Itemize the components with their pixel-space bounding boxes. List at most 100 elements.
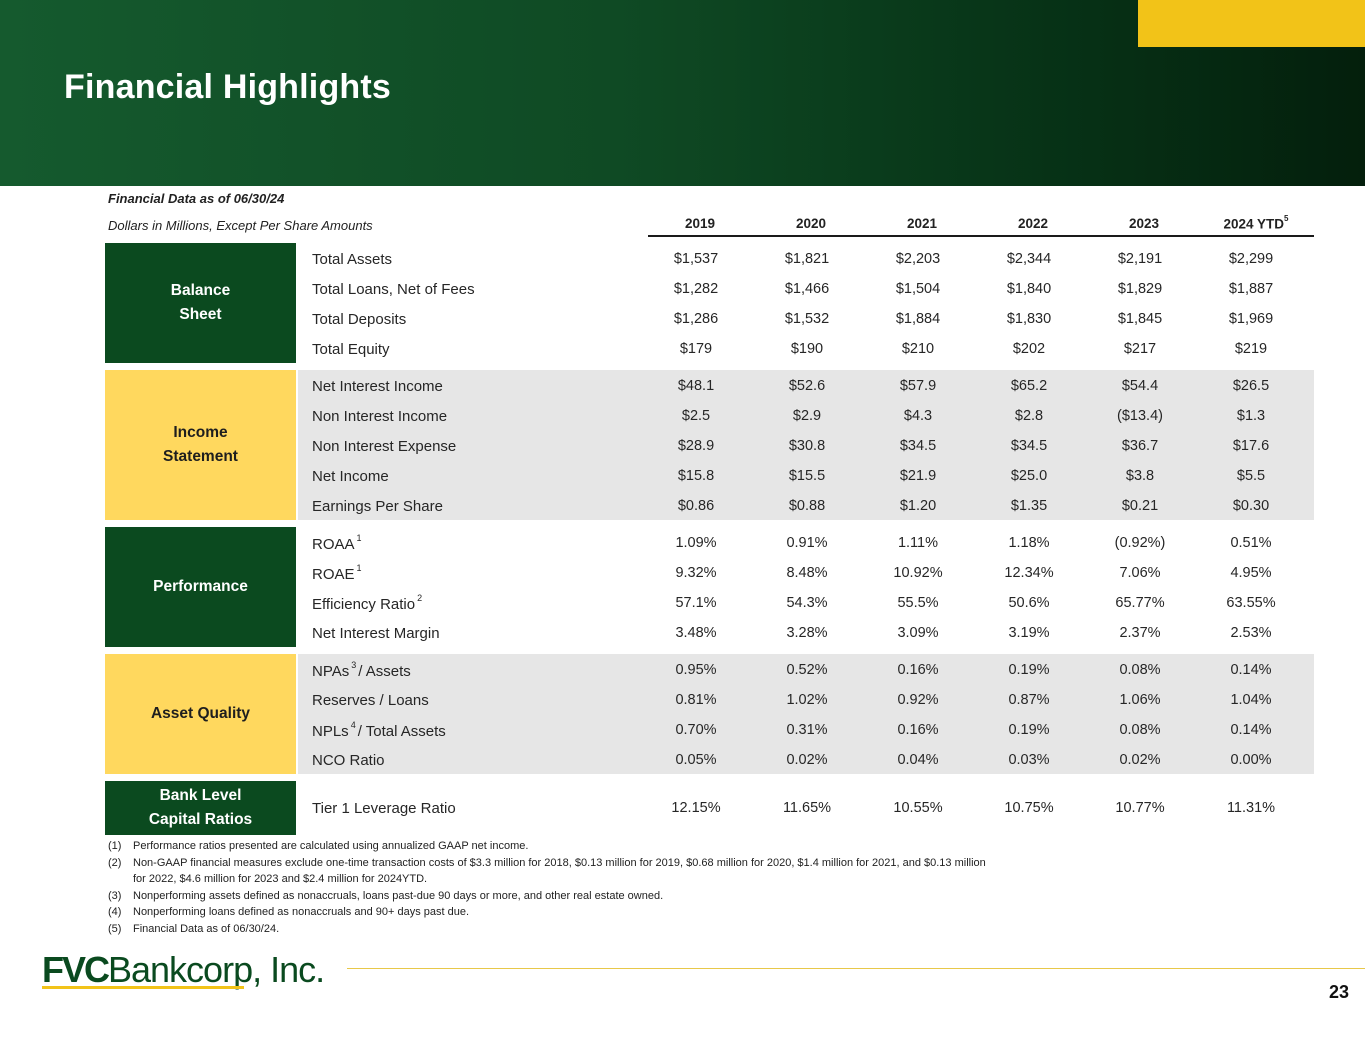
section-label-text: Bank Level Capital Ratios bbox=[149, 784, 252, 832]
value-cell: $25.0 bbox=[1010, 468, 1048, 484]
row-label: Total Assets bbox=[312, 251, 392, 268]
row-label: NPLs 4/ Total Assets bbox=[312, 720, 446, 740]
value-cell: $217 bbox=[1123, 341, 1157, 357]
footnote-marker: 2 bbox=[417, 593, 423, 603]
value-cell: 0.19% bbox=[1008, 722, 1050, 738]
value-cell: $179 bbox=[679, 341, 713, 357]
year-header: 2024 YTD5 bbox=[1211, 214, 1301, 232]
footnote-marker: 1 bbox=[356, 533, 362, 543]
value-cell: 63.55% bbox=[1226, 595, 1276, 611]
row-label-text: Total Deposits bbox=[312, 311, 407, 328]
value-cell: 50.6% bbox=[1008, 595, 1050, 611]
row-label-text: Non Interest Income bbox=[312, 408, 448, 425]
value-cell: 0.14% bbox=[1230, 722, 1272, 738]
value-cell: 4.95% bbox=[1230, 565, 1272, 581]
value-cell: $65.2 bbox=[1010, 378, 1048, 394]
section-label-line: Asset Quality bbox=[150, 705, 251, 722]
year-header: 2021 bbox=[877, 216, 967, 231]
row-label: Non Interest Income bbox=[312, 408, 447, 425]
section-band bbox=[298, 654, 1314, 774]
row-label: Efficiency Ratio 2 bbox=[312, 593, 424, 613]
value-cell: 0.16% bbox=[897, 722, 939, 738]
value-cell: $0.30 bbox=[1232, 498, 1270, 514]
footnote: (3) Nonperforming assets defined as nonac… bbox=[108, 888, 988, 905]
value-cell: 0.14% bbox=[1230, 662, 1272, 678]
value-cell: 9.32% bbox=[675, 565, 717, 581]
value-cell: $30.8 bbox=[788, 438, 826, 454]
footnote: (5) Financial Data as of 06/30/24. bbox=[108, 921, 988, 938]
value-cell: $54.4 bbox=[1121, 378, 1159, 394]
footnote-text: Nonperforming loans defined as nonaccrua… bbox=[133, 906, 470, 919]
company-logo: FVCBankcorp, Inc. bbox=[42, 952, 325, 992]
year-label: 2020 bbox=[795, 216, 827, 231]
footnote-marker: 1 bbox=[356, 563, 362, 573]
row-label: Total Equity bbox=[312, 341, 390, 358]
value-cell: $28.9 bbox=[677, 438, 715, 454]
row-label-text: Non Interest Expense bbox=[312, 438, 457, 455]
value-cell: $52.6 bbox=[788, 378, 826, 394]
row-label-text: Net Interest Income bbox=[312, 378, 443, 395]
section-label: Balance Sheet bbox=[105, 243, 296, 363]
value-cell: $2.9 bbox=[792, 408, 822, 424]
section-label-line: Bank Level bbox=[159, 787, 242, 804]
value-cell: $15.8 bbox=[677, 468, 715, 484]
value-cell: $0.86 bbox=[677, 498, 715, 514]
row-label-text: NPLs bbox=[312, 723, 349, 740]
value-cell: $5.5 bbox=[1236, 468, 1266, 484]
value-cell: 12.15% bbox=[671, 800, 721, 816]
value-cell: 57.1% bbox=[675, 595, 717, 611]
footnote-number: (3) bbox=[108, 889, 122, 902]
accent-block bbox=[1138, 0, 1365, 47]
footnote-text: Nonperforming assets defined as nonaccru… bbox=[133, 889, 664, 902]
footer-rule bbox=[347, 968, 1365, 969]
row-label: ROAA 1 bbox=[312, 533, 364, 553]
value-cell: 10.77% bbox=[1115, 800, 1165, 816]
value-cell: $1,537 bbox=[673, 251, 719, 267]
value-cell: $1,821 bbox=[784, 251, 830, 267]
units-note: Dollars in Millions, Except Per Share Am… bbox=[108, 218, 373, 233]
value-cell: 0.03% bbox=[1008, 752, 1050, 768]
section-label: Bank Level Capital Ratios bbox=[105, 781, 296, 835]
value-cell: 0.05% bbox=[675, 752, 717, 768]
value-cell: 1.18% bbox=[1008, 535, 1050, 551]
value-cell: $1,830 bbox=[1006, 311, 1052, 327]
value-cell: $202 bbox=[1012, 341, 1046, 357]
row-label-suffix: / Assets bbox=[358, 663, 411, 680]
section-label: Asset Quality bbox=[105, 654, 296, 774]
value-cell: $15.5 bbox=[788, 468, 826, 484]
year-label: 2021 bbox=[906, 216, 938, 231]
value-cell: $2.5 bbox=[681, 408, 711, 424]
value-cell: 1.11% bbox=[897, 535, 939, 551]
row-label: Net Interest Income bbox=[312, 378, 443, 395]
footnote-marker: 5 bbox=[1284, 214, 1289, 223]
section-label: Performance bbox=[105, 527, 296, 647]
row-label-text: Total Loans, Net of Fees bbox=[312, 281, 475, 298]
value-cell: $1,887 bbox=[1228, 281, 1274, 297]
value-cell: 0.02% bbox=[786, 752, 828, 768]
value-cell: $57.9 bbox=[899, 378, 937, 394]
year-label: 2019 bbox=[684, 216, 716, 231]
value-cell: 10.55% bbox=[893, 800, 943, 816]
section-label-text: Asset Quality bbox=[151, 702, 250, 726]
value-cell: $0.88 bbox=[788, 498, 826, 514]
value-cell: $48.1 bbox=[677, 378, 715, 394]
value-cell: $1,845 bbox=[1117, 311, 1163, 327]
value-cell: $1,532 bbox=[784, 311, 830, 327]
row-label-text: Tier 1 Leverage Ratio bbox=[312, 800, 456, 817]
value-cell: $2,344 bbox=[1006, 251, 1052, 267]
value-cell: (0.92%) bbox=[1114, 535, 1166, 551]
row-label: Reserves / Loans bbox=[312, 692, 429, 709]
value-cell: 0.51% bbox=[1230, 535, 1272, 551]
footnote-number: (1) bbox=[108, 840, 122, 852]
section-label-text: Income Statement bbox=[163, 421, 238, 469]
year-header: 2020 bbox=[766, 216, 856, 231]
year-label: 2023 bbox=[1128, 216, 1160, 231]
row-label-text: NCO Ratio bbox=[312, 752, 385, 769]
header-band bbox=[0, 0, 1365, 186]
value-cell: $26.5 bbox=[1232, 378, 1270, 394]
footnote-text: Financial Data as of 06/30/24. bbox=[133, 922, 280, 935]
row-label: NCO Ratio bbox=[312, 752, 385, 769]
value-cell: $2,191 bbox=[1117, 251, 1163, 267]
value-cell: $1,969 bbox=[1228, 311, 1274, 327]
value-cell: 11.31% bbox=[1226, 800, 1276, 816]
